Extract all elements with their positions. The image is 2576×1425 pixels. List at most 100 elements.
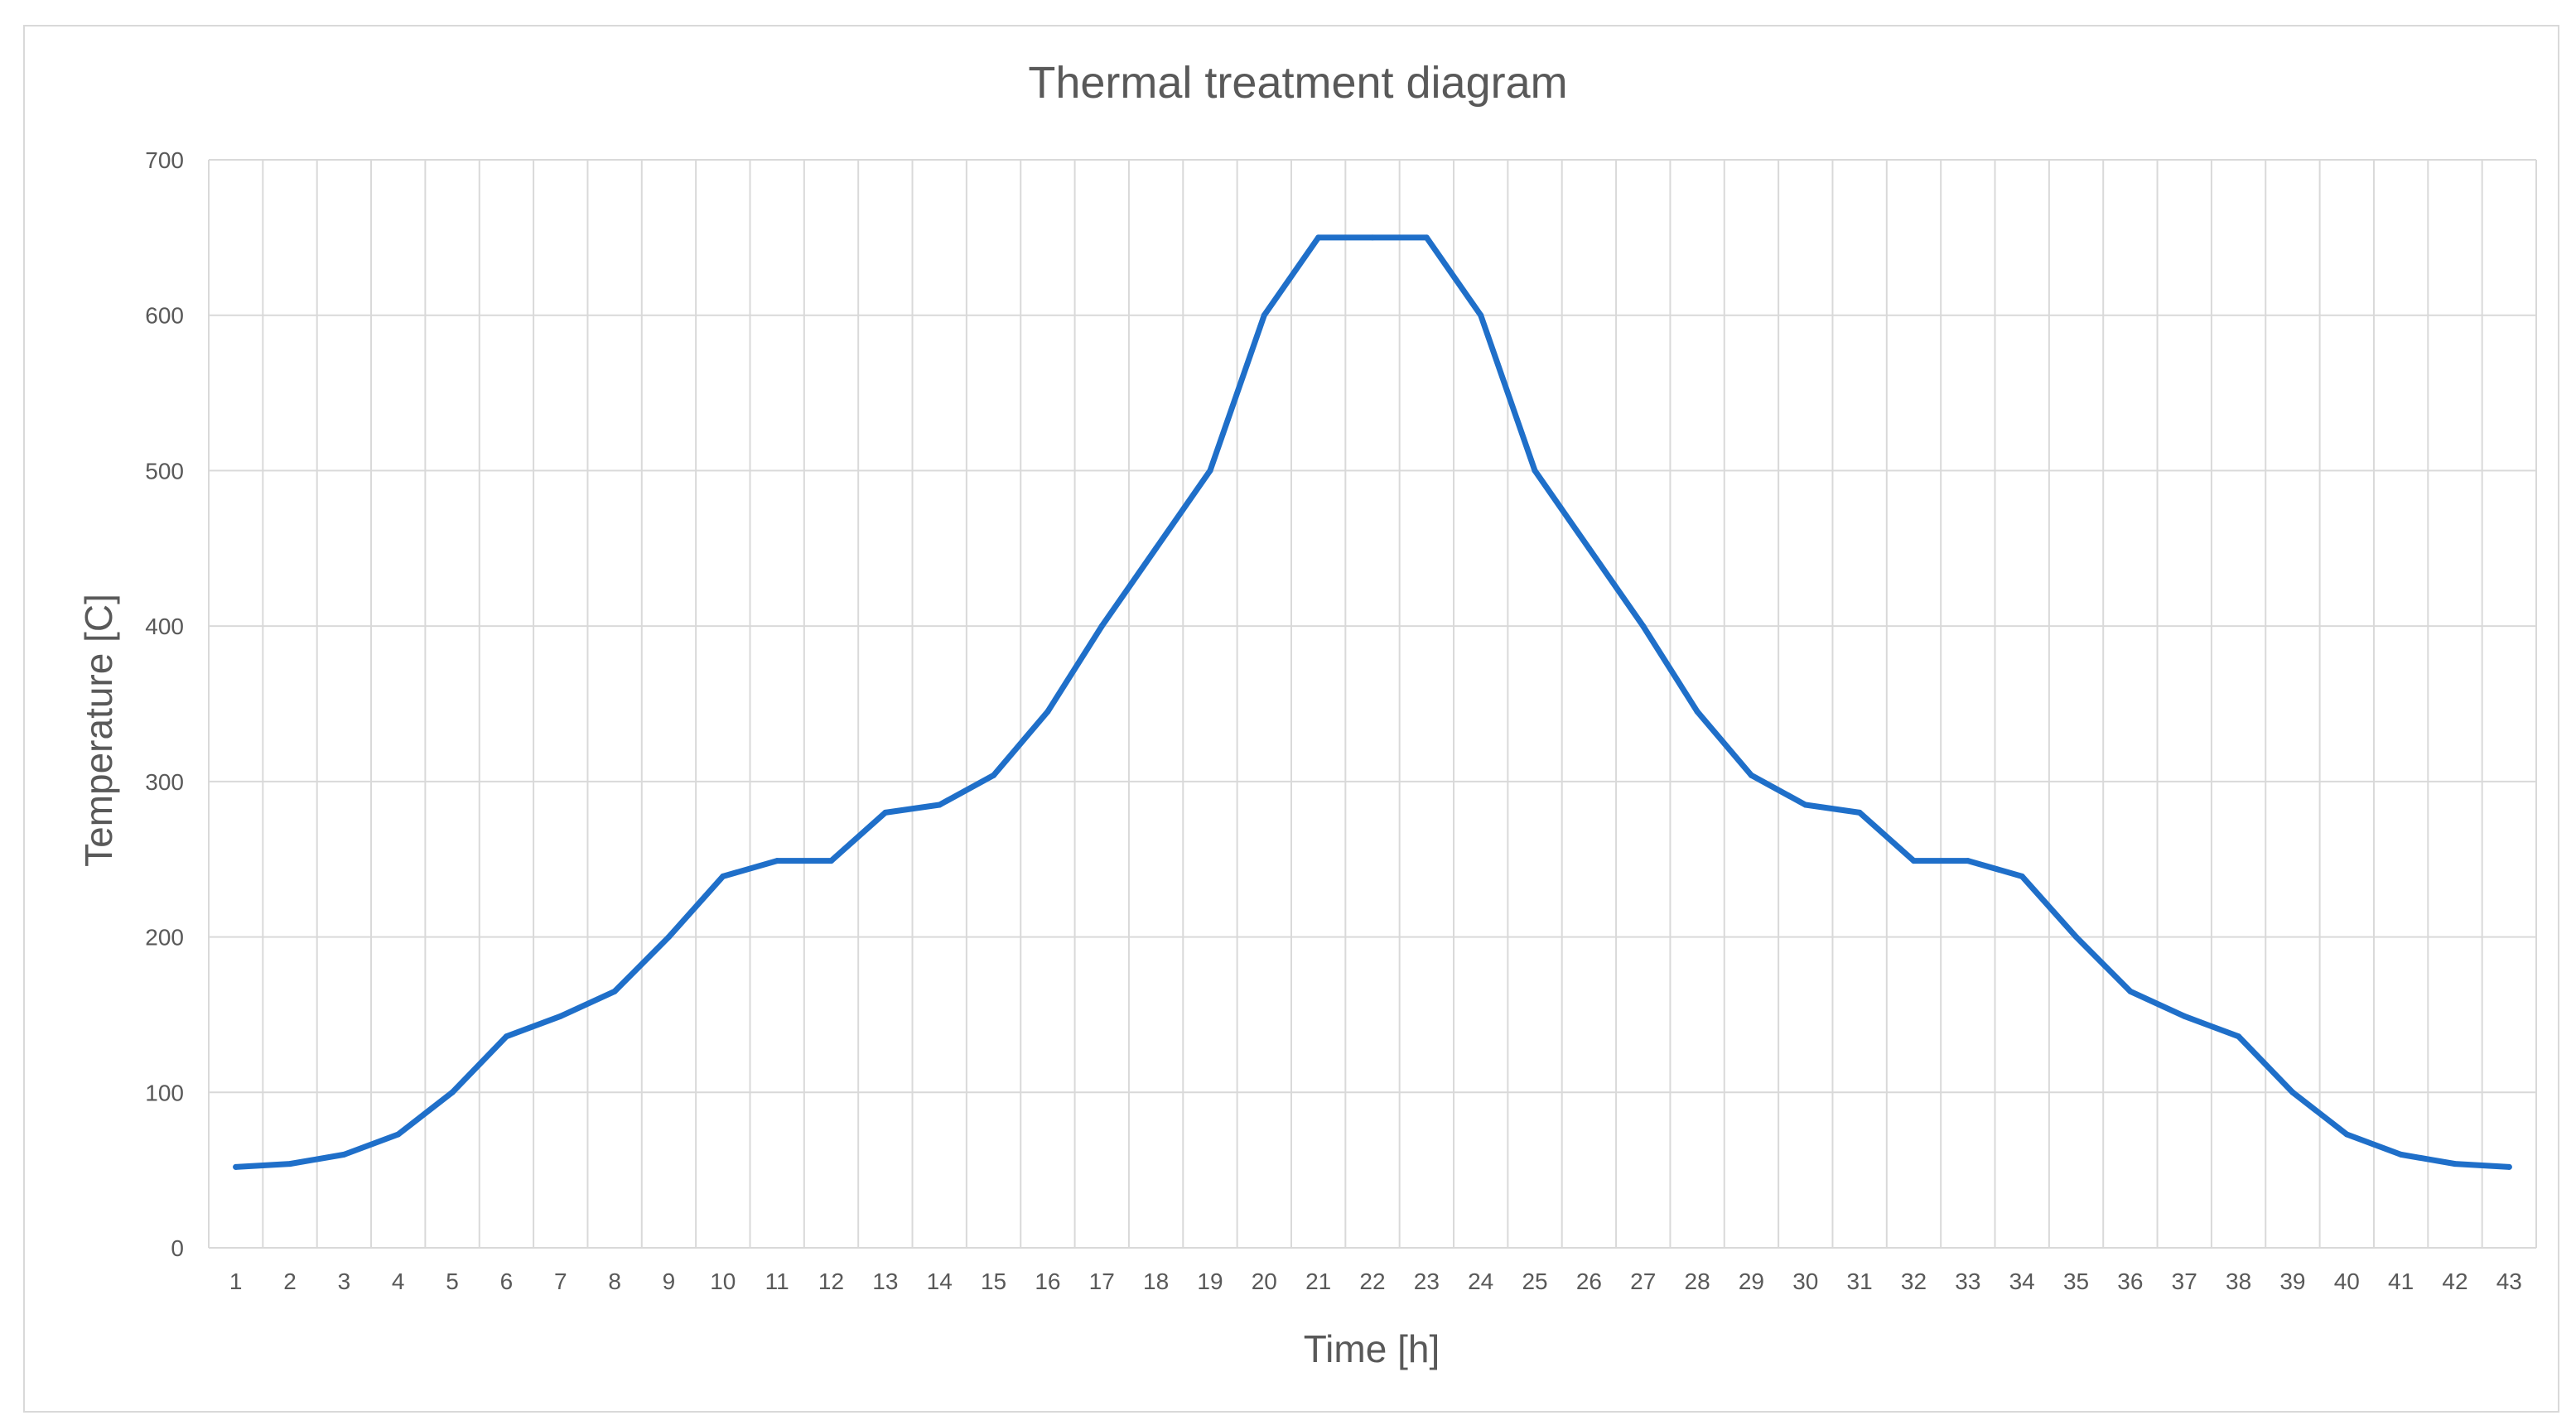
data-point [233, 1163, 239, 1170]
data-point [1856, 809, 1863, 816]
x-tick-label: 34 [2009, 1269, 2035, 1294]
data-point [720, 873, 726, 879]
y-tick-label: 500 [145, 458, 184, 484]
x-tick-label: 38 [2226, 1269, 2251, 1294]
x-tick-label: 4 [392, 1269, 405, 1294]
data-point [1478, 312, 1484, 319]
data-point [2452, 1161, 2458, 1167]
data-point [557, 1013, 564, 1019]
x-tick-label: 25 [1522, 1269, 1547, 1294]
x-tick-label: 19 [1197, 1269, 1223, 1294]
data-point [503, 1033, 509, 1040]
x-tick-label: 1 [229, 1269, 243, 1294]
x-tick-label: 33 [1955, 1269, 1980, 1294]
data-point [2343, 1131, 2350, 1138]
y-axis-title: Temperature [C] [77, 594, 120, 867]
x-tick-label: 21 [1305, 1269, 1331, 1294]
x-tick-label: 32 [1901, 1269, 1927, 1294]
data-point [828, 858, 835, 864]
data-point [2073, 934, 2080, 941]
x-tick-label: 30 [1792, 1269, 1818, 1294]
x-tick-label: 11 [765, 1269, 789, 1294]
x-tick-label: 35 [2063, 1269, 2089, 1294]
y-tick-label: 0 [171, 1235, 184, 1261]
data-point [1369, 234, 1376, 241]
x-tick-label: 10 [710, 1269, 736, 1294]
data-point [1153, 545, 1160, 551]
data-point [991, 772, 997, 778]
x-tick-label: 40 [2334, 1269, 2360, 1294]
data-point [2236, 1033, 2242, 1040]
x-tick-label: 27 [1630, 1269, 1656, 1294]
data-point [1207, 467, 1213, 474]
x-tick-label: 37 [2172, 1269, 2197, 1294]
data-point [1802, 802, 1809, 808]
x-tick-label: 43 [2496, 1269, 2522, 1294]
chart-title: Thermal treatment diagram [1028, 58, 1567, 108]
data-point [2181, 1013, 2188, 1019]
y-tick-label: 600 [145, 303, 184, 329]
data-point [1315, 234, 1322, 241]
data-point [1098, 623, 1105, 629]
data-point [2398, 1151, 2405, 1158]
x-tick-label: 7 [554, 1269, 567, 1294]
y-tick-label: 400 [145, 614, 184, 639]
x-tick-label: 6 [500, 1269, 514, 1294]
x-tick-label: 22 [1359, 1269, 1385, 1294]
data-point [2127, 988, 2134, 994]
x-tick-label: 29 [1739, 1269, 1764, 1294]
data-point [665, 934, 672, 941]
x-tick-label: 3 [338, 1269, 351, 1294]
x-tick-label: 28 [1685, 1269, 1710, 1294]
data-point [1585, 545, 1592, 551]
x-tick-label: 12 [818, 1269, 844, 1294]
data-point [774, 858, 780, 864]
data-point [611, 988, 618, 994]
x-tick-label: 16 [1035, 1269, 1060, 1294]
data-point [287, 1161, 293, 1167]
y-tick-label: 100 [145, 1080, 184, 1105]
data-point [1261, 312, 1267, 319]
data-point [2506, 1163, 2512, 1170]
data-point [1965, 858, 1971, 864]
x-tick-label: 39 [2279, 1269, 2305, 1294]
x-tick-label: 24 [1468, 1269, 1493, 1294]
x-tick-label: 13 [872, 1269, 898, 1294]
data-point [882, 809, 889, 816]
y-tick-label: 700 [145, 147, 184, 173]
data-point [1910, 858, 1917, 864]
y-tick-label: 200 [145, 925, 184, 951]
x-tick-label: 42 [2442, 1269, 2467, 1294]
data-point [936, 802, 943, 808]
x-tick-label: 8 [608, 1269, 621, 1294]
x-axis-title: Time [h] [1304, 1327, 1440, 1370]
y-tick-label: 300 [145, 769, 184, 795]
data-point [1694, 708, 1700, 715]
data-point [2289, 1089, 2296, 1095]
grid-layer [208, 159, 2537, 1249]
data-point [340, 1151, 347, 1158]
data-point [395, 1131, 402, 1138]
data-point [1748, 772, 1754, 778]
x-tick-label: 17 [1089, 1269, 1115, 1294]
x-tick-label: 9 [663, 1269, 676, 1294]
data-point [1423, 234, 1430, 241]
x-tick-label: 15 [981, 1269, 1006, 1294]
x-tick-label: 18 [1143, 1269, 1169, 1294]
x-tick-label: 36 [2117, 1269, 2143, 1294]
series-layer [233, 234, 2512, 1170]
x-tick-label: 26 [1576, 1269, 1602, 1294]
x-tick-label: 41 [2388, 1269, 2414, 1294]
x-tick-label: 23 [1414, 1269, 1440, 1294]
data-point [2019, 873, 2025, 879]
data-point [1044, 708, 1051, 715]
data-point [449, 1089, 456, 1095]
data-point [1640, 623, 1647, 629]
x-tick-label: 2 [283, 1269, 297, 1294]
data-point [1532, 467, 1538, 474]
x-tick-label: 20 [1252, 1269, 1277, 1294]
x-tick-label: 5 [446, 1269, 459, 1294]
x-tick-label: 14 [927, 1269, 953, 1294]
